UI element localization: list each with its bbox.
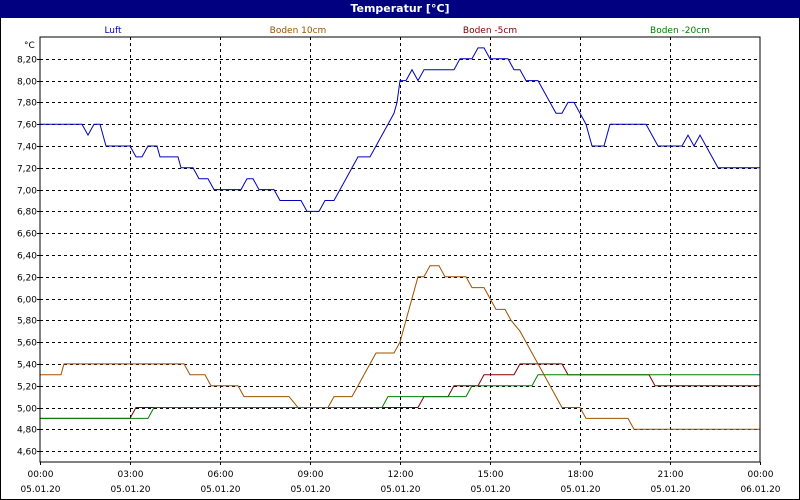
- legend-entry: Luft: [104, 26, 122, 36]
- y-tick-label: 6,00: [17, 296, 37, 306]
- x-tick-date: 05.01.20: [380, 485, 420, 495]
- x-tick-time: 15:00: [478, 470, 504, 480]
- legend-entry: Boden 10cm: [270, 26, 327, 36]
- y-tick-label: 6,20: [17, 274, 37, 284]
- y-tick-label: 7,00: [17, 187, 37, 197]
- y-tick-label: 5,40: [17, 361, 37, 371]
- y-tick-label: 7,20: [17, 165, 37, 175]
- x-tick-date: 05.01.20: [650, 485, 690, 495]
- legend-entry: Boden -5cm: [463, 26, 517, 36]
- legend: Luft Boden 10cm Boden -5cm Boden -20cm: [104, 26, 710, 36]
- x-tick-date: 06.01.20: [740, 485, 780, 495]
- y-tick-label: 7,60: [17, 121, 37, 131]
- series-line-luft: [40, 47, 760, 212]
- y-tick-label: 6,40: [17, 252, 37, 262]
- series-lines: [40, 47, 760, 430]
- x-tick-date: 05.01.20: [290, 485, 330, 495]
- x-axis: 00:00 05.01.20 03:00 05.01.20 06:00 05.01.20 0…: [20, 462, 781, 495]
- legend-entry: Boden -20cm: [650, 26, 710, 36]
- y-axis-unit: °C: [24, 41, 35, 51]
- series-line-boden-20cm: [40, 374, 760, 419]
- x-tick-date: 05.01.20: [470, 485, 510, 495]
- y-tick-label: 7,40: [17, 143, 37, 153]
- x-tick-time: 06:00: [208, 470, 234, 480]
- series-line-boden-10cm: [40, 265, 760, 430]
- y-tick-label: 6,60: [17, 230, 37, 240]
- y-tick-label: 5,60: [17, 339, 37, 349]
- x-tick-date: 05.01.20: [200, 485, 240, 495]
- y-tick-label: 8,20: [17, 56, 37, 66]
- x-tick-date: 05.01.20: [20, 485, 60, 495]
- y-axis: 8,20 8,00 7,80 7,60 7,40 7,20 7,00 6,80 6,60 6,40…: [17, 56, 40, 458]
- x-tick-time: 12:00: [388, 470, 414, 480]
- y-tick-label: 4,60: [17, 448, 37, 458]
- x-tick-time: 00:00: [28, 470, 54, 480]
- chart-title: Temperatur [°C]: [0, 0, 800, 18]
- x-tick-date: 05.01.20: [560, 485, 600, 495]
- y-tick-label: 4,80: [17, 426, 37, 436]
- y-tick-label: 8,00: [17, 78, 37, 88]
- x-tick-time: 00:00: [748, 470, 774, 480]
- x-tick-time: 09:00: [298, 470, 324, 480]
- grid: [40, 37, 760, 462]
- y-tick-label: 5,80: [17, 317, 37, 327]
- x-tick-time: 18:00: [568, 470, 594, 480]
- x-tick-date: 05.01.20: [110, 485, 150, 495]
- y-tick-label: 5,00: [17, 405, 37, 415]
- x-tick-time: 21:00: [658, 470, 684, 480]
- y-tick-label: 6,80: [17, 208, 37, 218]
- x-tick-time: 03:00: [118, 470, 144, 480]
- y-tick-label: 7,80: [17, 99, 37, 109]
- y-tick-label: 5,20: [17, 383, 37, 393]
